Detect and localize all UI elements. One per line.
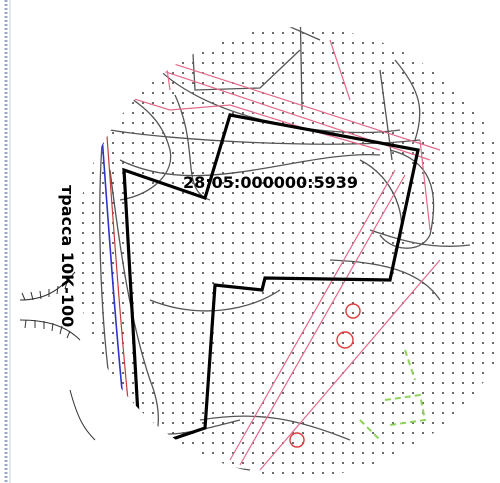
hatch-mark-icon	[19, 271, 96, 441]
red-circle-markers	[289, 303, 361, 448]
left-frame	[4, 0, 11, 483]
road-label: трасса 10К-100	[58, 185, 77, 327]
green-dashed-marks	[359, 349, 427, 441]
parcel-number-label: 28:05:000000:5939	[183, 173, 358, 192]
parcel-boundary	[122, 113, 420, 453]
